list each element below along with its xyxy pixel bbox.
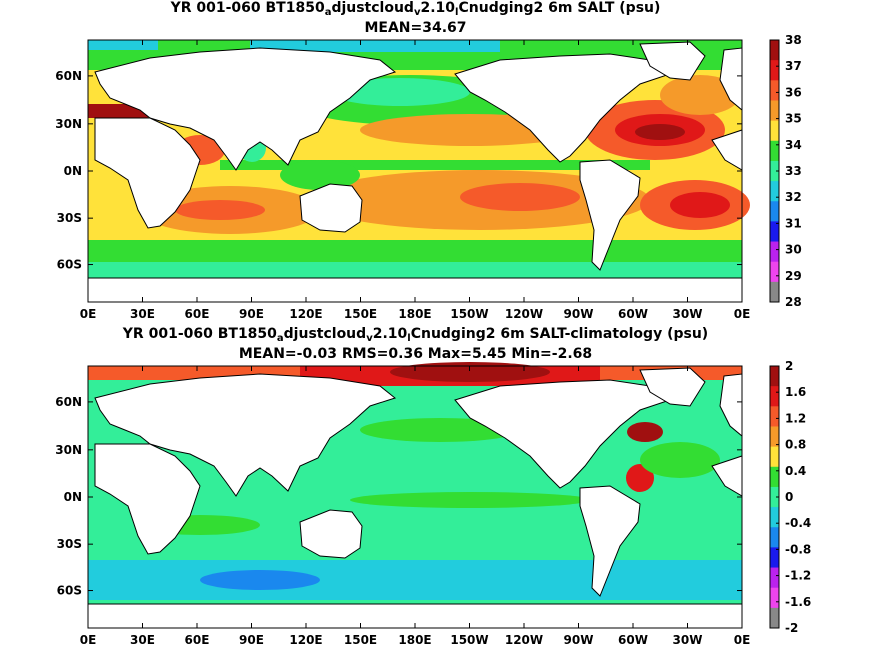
colorbar-tick-label: 29: [785, 269, 802, 283]
colorbar-tick-label: 32: [785, 190, 802, 204]
y-tick-label: 0N: [64, 490, 82, 504]
x-tick-label: 90E: [239, 307, 264, 321]
x-tick-label: 90W: [564, 307, 594, 321]
x-tick-label: 120W: [505, 307, 543, 321]
colorbar-tick-label: 33: [785, 164, 802, 178]
x-tick-label: 0E: [80, 307, 97, 321]
colorbar-swatch: [770, 40, 779, 61]
x-tick-label: 120E: [289, 307, 322, 321]
colorbar-swatch: [770, 221, 779, 243]
colorbar-tick-label: 34: [785, 138, 802, 152]
colorbar-swatch: [770, 366, 779, 387]
colorbar-swatch: [770, 567, 779, 589]
colorbar-tick-label: 31: [785, 216, 802, 230]
colorbar-swatch: [770, 587, 779, 609]
x-tick-label: 0E: [734, 307, 751, 321]
colorbar-swatch: [770, 80, 779, 101]
bottom-panel-subtitle: MEAN=-0.03 RMS=0.36 Max=5.45 Min=-2.68: [238, 346, 593, 362]
top-panel-subtitle: MEAN=34.67: [364, 20, 467, 36]
x-tick-label: 30W: [673, 307, 703, 321]
colorbar-swatch: [770, 547, 779, 569]
x-tick-label: 30E: [130, 633, 155, 647]
colorbar-tick-label: 0.8: [785, 438, 806, 452]
colorbar-tick-label: 36: [785, 85, 802, 99]
colorbar-swatch: [770, 386, 779, 407]
x-tick-label: 0E: [734, 633, 751, 647]
y-tick-label: 60N: [55, 395, 82, 409]
colorbar-swatch: [770, 426, 779, 448]
y-tick-label: 60N: [55, 69, 82, 83]
colorbar-swatch: [770, 281, 779, 303]
colorbar-tick-label: 0: [785, 490, 793, 504]
colorbar-tick-label: 1.6: [785, 385, 806, 399]
bottom-panel-title: YR 001-060 BT1850adjustcloudv2.10lCnudgi…: [122, 326, 709, 344]
x-tick-label: 60W: [618, 307, 648, 321]
colorbar-swatch: [770, 527, 779, 548]
top-axes: 0E 30E 60E 90E 120E 150E 180E 150W 120W 90W 60W 30W…: [55, 40, 750, 321]
x-tick-label: 150E: [344, 633, 377, 647]
colorbar-tick-label: 0.4: [785, 464, 806, 478]
bottom-axes: 0E 30E 60E 90E 120E 150E 180E 150W 120W 90W 60W 30W…: [55, 366, 750, 647]
colorbar-swatch: [770, 100, 779, 122]
x-tick-label: 60E: [185, 633, 210, 647]
colorbar-tick-label: -2: [785, 621, 798, 635]
colorbar-swatch: [770, 201, 779, 222]
colorbar-swatch: [770, 140, 779, 162]
x-tick-label: 150W: [450, 307, 488, 321]
x-tick-label: 0E: [80, 633, 97, 647]
top-panel-title: YR 001-060 BT1850adjustcloudv2.10lCnudgi…: [170, 0, 661, 18]
y-tick-label: 30S: [57, 211, 82, 225]
colorbar-swatch: [770, 507, 779, 528]
colorbar-tick-label: -0.4: [785, 516, 811, 530]
x-tick-label: 180E: [398, 633, 431, 647]
y-tick-label: 0N: [64, 164, 82, 178]
x-tick-label: 180E: [398, 307, 431, 321]
top-colorbar: 38 37 36 35 34 33 32 31 30 29 28: [769, 33, 802, 309]
x-tick-label: 120W: [505, 633, 543, 647]
colorbar-tick-label: -0.8: [785, 542, 811, 556]
colorbar-tick-label: 30: [785, 243, 802, 257]
colorbar-swatch: [770, 466, 779, 488]
y-tick-label: 30N: [55, 443, 82, 457]
colorbar-tick-label: -1.6: [785, 595, 811, 609]
x-tick-label: 60E: [185, 307, 210, 321]
x-tick-label: 150W: [450, 633, 488, 647]
colorbar-tick-label: 2: [785, 359, 793, 373]
colorbar-swatch: [770, 60, 779, 81]
x-tick-label: 90E: [239, 633, 264, 647]
x-tick-label: 150E: [344, 307, 377, 321]
x-tick-label: 120E: [289, 633, 322, 647]
colorbar-tick-label: -1.2: [785, 569, 811, 583]
y-tick-label: 30S: [57, 537, 82, 551]
colorbar-tick-label: 37: [785, 59, 802, 73]
bottom-colorbar: 2 1.6 1.2 0.8 0.4 0 -0.4 -0.8 -1.2 -1.6 -2: [769, 359, 811, 635]
colorbar-swatch: [770, 181, 779, 202]
colorbar-swatch: [770, 261, 779, 283]
colorbar-swatch: [770, 120, 779, 142]
y-tick-label: 30N: [55, 117, 82, 131]
bottom-anomaly-map: [87, 362, 743, 629]
colorbar-swatch: [770, 486, 779, 508]
colorbar-swatch: [770, 406, 779, 427]
x-tick-label: 30E: [130, 307, 155, 321]
x-tick-label: 30W: [673, 633, 703, 647]
x-tick-label: 90W: [564, 633, 594, 647]
colorbar-tick-label: 35: [785, 112, 802, 126]
colorbar-tick-label: 28: [785, 295, 802, 309]
colorbar-swatch: [770, 160, 779, 182]
colorbar-swatch: [770, 607, 779, 629]
x-tick-label: 60W: [618, 633, 648, 647]
top-salinity-map: [87, 39, 750, 303]
colorbar-tick-label: 1.2: [785, 411, 806, 425]
y-tick-label: 60S: [57, 258, 82, 272]
colorbar-swatch: [770, 241, 779, 263]
colorbar-swatch: [770, 446, 779, 468]
colorbar-tick-label: 38: [785, 33, 802, 47]
y-tick-label: 60S: [57, 584, 82, 598]
